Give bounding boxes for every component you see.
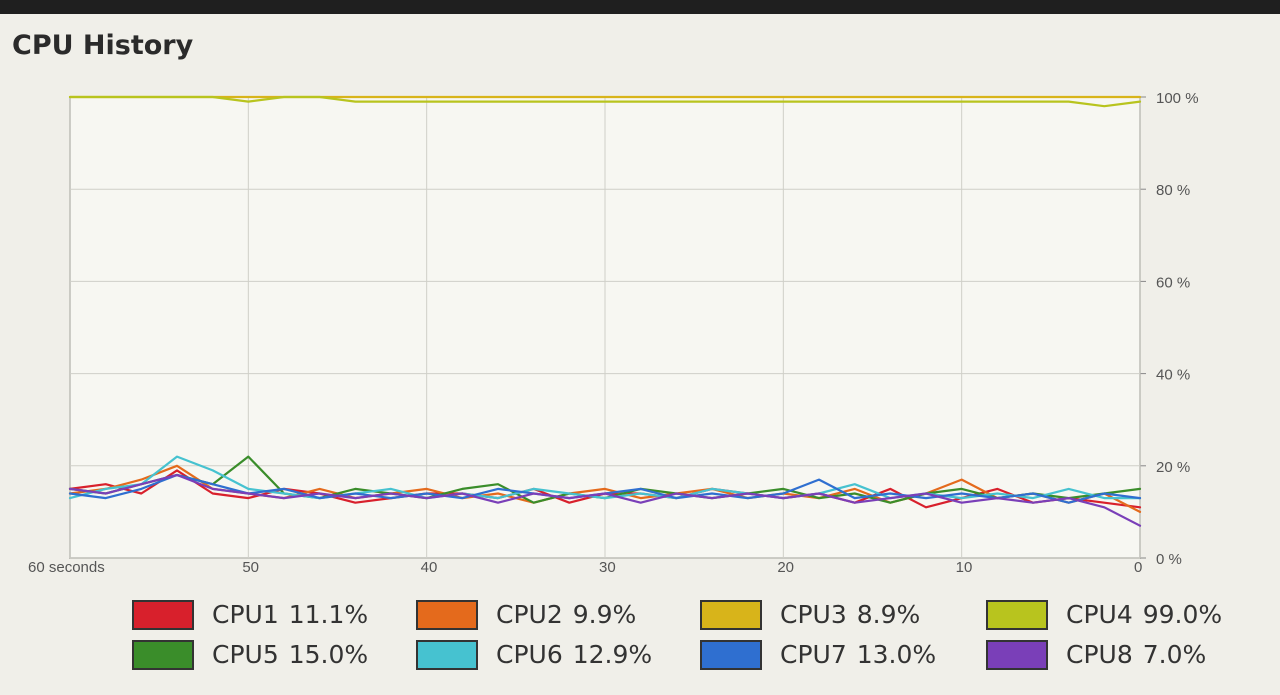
x-tick-label: 40 <box>421 559 438 576</box>
legend-series-value: 7.0% <box>1142 640 1207 669</box>
legend-swatch <box>986 600 1048 630</box>
legend-label: CPU8 7.0% <box>1066 640 1206 669</box>
legend-series-value: 9.9% <box>572 600 637 629</box>
legend-series-value: 12.9% <box>572 640 653 669</box>
legend-swatch <box>416 640 478 670</box>
legend-series-name: CPU5 <box>212 640 279 669</box>
legend-swatch <box>700 640 762 670</box>
legend-series-name: CPU3 <box>780 600 847 629</box>
legend-series-value: 15.0% <box>288 640 369 669</box>
legend-series-value: 99.0% <box>1142 600 1223 629</box>
x-tick-label: 0 <box>1134 559 1142 576</box>
legend-series-value: 11.1% <box>288 600 369 629</box>
legend-swatch <box>132 600 194 630</box>
legend-label: CPU7 13.0% <box>780 640 936 669</box>
x-tick-label: 20 <box>777 559 794 576</box>
legend-swatch <box>416 600 478 630</box>
x-tick-label: 10 <box>956 559 973 576</box>
cpu-history-chart: 100 % 80 % 60 % 40 % 20 % 0 % 60 seconds 50 40 30… <box>28 90 1199 576</box>
legend-swatch <box>986 640 1048 670</box>
series-line-cpu6 <box>68 455 1142 500</box>
legend-label: CPU5 15.0% <box>212 640 368 669</box>
legend-series-name: CPU2 <box>496 600 563 629</box>
legend-series-name: CPU6 <box>496 640 563 669</box>
legend-label: CPU2 9.9% <box>496 600 636 629</box>
y-tick-label: 40 % <box>1156 367 1190 384</box>
legend-swatch <box>700 600 762 630</box>
legend-series-name: CPU8 <box>1066 640 1133 669</box>
legend-label: CPU1 11.1% <box>212 600 368 629</box>
legend-series-value: 13.0% <box>856 640 937 669</box>
window-top-bar <box>0 0 1280 14</box>
legend-series-name: CPU1 <box>212 600 279 629</box>
legend-label: CPU4 99.0% <box>1066 600 1222 629</box>
y-tick-label: 0 % <box>1156 551 1182 568</box>
legend-series-name: CPU7 <box>780 640 847 669</box>
y-tick-label: 100 % <box>1156 90 1199 107</box>
legend-series-value: 8.9% <box>856 600 921 629</box>
legend-swatch <box>132 640 194 670</box>
y-tick-label: 20 % <box>1156 459 1190 476</box>
x-tick-label: 60 seconds <box>28 559 105 576</box>
series-line-cpu4 <box>68 95 1142 108</box>
x-tick-label: 30 <box>599 559 616 576</box>
legend-label: CPU3 8.9% <box>780 600 920 629</box>
y-tick-label: 80 % <box>1156 182 1190 199</box>
legend-series-name: CPU4 <box>1066 600 1133 629</box>
legend-label: CPU6 12.9% <box>496 640 652 669</box>
panel-title: CPU History <box>12 30 194 61</box>
chart-series <box>68 95 1142 527</box>
chart-grid <box>69 96 1146 559</box>
y-tick-label: 60 % <box>1156 274 1190 291</box>
x-tick-label: 50 <box>242 559 259 576</box>
series-line-cpu8 <box>68 473 1142 527</box>
chart-axis-labels: 100 % 80 % 60 % 40 % 20 % 0 % 60 seconds 50 40 30… <box>28 90 1199 576</box>
